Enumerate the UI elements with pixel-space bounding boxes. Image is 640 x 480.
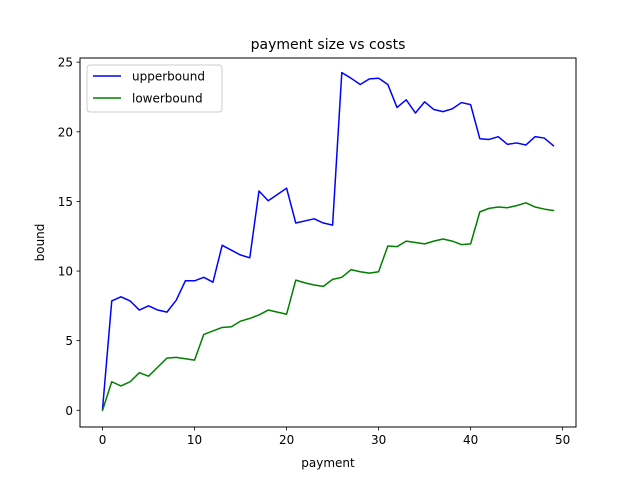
legend-label-upperbound: upperbound <box>132 70 205 84</box>
x-axis: 0 10 20 30 40 50 <box>99 427 570 447</box>
x-tick-label: 20 <box>279 433 294 447</box>
legend-label-lowerbound: lowerbound <box>132 92 203 106</box>
series-line-upperbound <box>101 71 555 410</box>
x-axis-label: payment <box>301 456 355 470</box>
y-tick-label: 10 <box>58 265 73 279</box>
y-tick-label: 5 <box>65 334 73 348</box>
x-tick-label: 0 <box>99 433 107 447</box>
legend: upperbound lowerbound <box>86 64 223 113</box>
y-tick-label: 15 <box>58 195 73 209</box>
y-axis-label: bound <box>33 224 47 262</box>
y-tick-label: 20 <box>58 125 73 139</box>
x-tick-label: 30 <box>371 433 386 447</box>
plot-area-frame <box>79 57 577 428</box>
x-tick-label: 40 <box>463 433 478 447</box>
y-axis: 0 5 10 15 20 25 <box>58 56 80 418</box>
x-tick-label: 50 <box>555 433 570 447</box>
series-line-lowerbound <box>101 202 555 412</box>
chart-title: payment size vs costs <box>251 37 406 53</box>
x-tick-label: 10 <box>187 433 202 447</box>
y-tick-label: 25 <box>58 56 73 70</box>
y-tick-label: 0 <box>65 404 73 418</box>
plot-lines <box>101 71 555 412</box>
